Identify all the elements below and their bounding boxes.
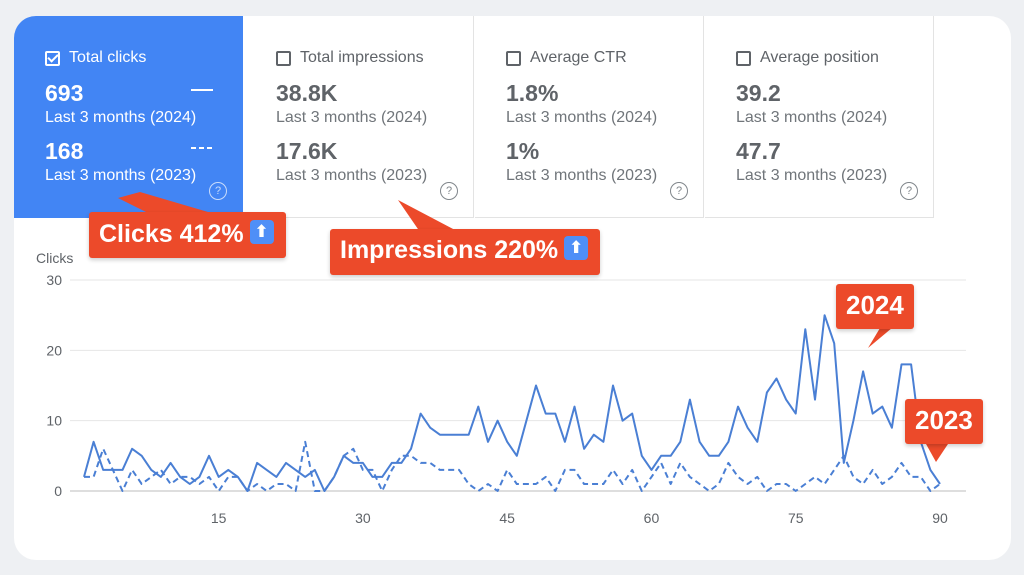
y-tick-label: 10: [46, 413, 62, 429]
metric-value-2023: 168: [45, 138, 84, 164]
metric-value-2023: 47.7: [736, 138, 781, 164]
help-icon[interactable]: ?: [900, 182, 918, 200]
metric-period-2024: Last 3 months (2024): [506, 109, 658, 126]
series-2023-callout: 2023: [905, 399, 983, 444]
impressions-callout-pointer: [398, 200, 455, 232]
y-tick-label: 20: [46, 342, 62, 358]
help-icon[interactable]: ?: [440, 182, 458, 200]
x-tick-label: 30: [355, 510, 371, 526]
series-line-2023: [84, 440, 941, 492]
metric-period-2024: Last 3 months (2024): [45, 109, 197, 126]
metric-value-2023: 17.6K: [276, 138, 338, 164]
checkbox-unchecked-icon[interactable]: [276, 50, 291, 66]
y-tick-label: 30: [46, 272, 62, 288]
metric-period-2023: Last 3 months (2023): [276, 167, 428, 184]
metric-value-2024: 693: [45, 80, 84, 106]
metric-value-2023: 1%: [506, 138, 540, 164]
metric-header: Total clicks: [45, 49, 146, 67]
metric-period-2024: Last 3 months (2024): [276, 109, 428, 126]
up-arrow-icon: ⬆: [564, 236, 589, 261]
series-line-2024: [83, 314, 941, 492]
metric-label: Average CTR: [530, 49, 627, 66]
x-tick-label: 90: [932, 510, 948, 526]
metric-period-2023: Last 3 months (2023): [736, 167, 888, 184]
metric-value-2024: 1.8%: [506, 80, 559, 106]
clicks-callout-pointer: [118, 192, 208, 214]
clicks-growth-callout: Clicks 412% ⬆: [89, 212, 286, 258]
metric-value-2024: 38.8K: [276, 80, 338, 106]
metric-average-position[interactable]: Average position 39.2 Last 3 months (202…: [705, 16, 934, 218]
help-icon[interactable]: ?: [209, 182, 227, 200]
metric-header: Average position: [736, 49, 879, 67]
metric-value-2024: 39.2: [736, 80, 781, 106]
impressions-growth-callout: Impressions 220% ⬆: [330, 229, 601, 275]
metric-period-2023: Last 3 months (2023): [45, 167, 197, 184]
legend-dashed-line-icon: [191, 147, 213, 149]
clicks-growth-text: Clicks 412%: [99, 220, 244, 248]
metric-total-clicks[interactable]: Total clicks 693 Last 3 months (2024) 16…: [14, 16, 243, 218]
metric-header: Average CTR: [506, 49, 627, 67]
up-arrow-icon: ⬆: [249, 220, 274, 245]
metric-period-2023: Last 3 months (2023): [506, 167, 658, 184]
metric-label: Total clicks: [69, 49, 147, 66]
metric-period-2024: Last 3 months (2024): [736, 109, 888, 126]
metric-label: Total impressions: [300, 49, 424, 66]
checkbox-unchecked-icon[interactable]: [736, 50, 751, 66]
callout-2024-pointer: [868, 328, 892, 348]
help-icon[interactable]: ?: [670, 182, 688, 200]
checkbox-checked-icon[interactable]: [45, 50, 60, 66]
checkbox-unchecked-icon[interactable]: [506, 50, 521, 66]
x-tick-label: 45: [499, 510, 515, 526]
x-tick-label: 60: [644, 510, 660, 526]
metric-average-ctr[interactable]: Average CTR 1.8% Last 3 months (2024) 1%…: [475, 16, 704, 218]
metric-header: Total impressions: [276, 49, 424, 67]
y-tick-label: 0: [54, 483, 62, 499]
x-tick-label: 15: [211, 510, 227, 526]
series-2024-callout: 2024: [836, 284, 914, 329]
y-axis-label: Clicks: [36, 250, 73, 266]
metric-total-impressions[interactable]: Total impressions 38.8K Last 3 months (2…: [245, 16, 474, 218]
impressions-growth-text: Impressions 220%: [340, 236, 559, 264]
x-tick-label: 75: [788, 510, 804, 526]
legend-solid-line-icon: [191, 89, 213, 91]
callout-2023-pointer: [926, 444, 948, 462]
metric-label: Average position: [760, 49, 879, 66]
